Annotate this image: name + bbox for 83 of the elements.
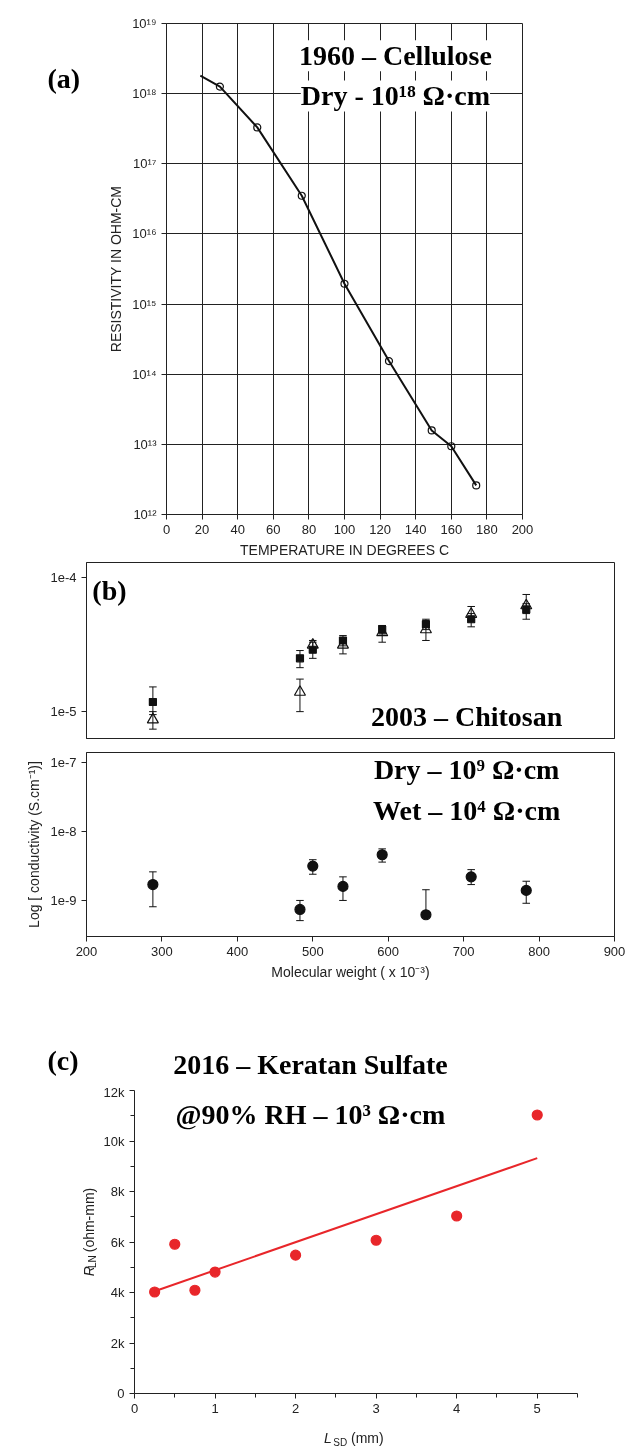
annotation: (b): [92, 574, 127, 606]
y-tick-label: 10¹⁷: [133, 156, 157, 172]
x-tick-label: 3: [372, 1400, 380, 1416]
y-tick-label: 1e-9: [50, 892, 77, 908]
x-tick-label: 60: [266, 521, 281, 537]
annotation: Dry - 10¹⁸ Ω·cm: [300, 80, 491, 112]
y-tick-label: 1e-5: [50, 704, 77, 720]
point: [520, 598, 533, 610]
y-tick-label: 10¹⁹: [132, 16, 157, 31]
point: [149, 1286, 161, 1298]
point: [146, 712, 159, 724]
y-axis-title: Log [ conductivity (S.cm⁻¹)]: [26, 761, 43, 928]
point: [294, 903, 306, 916]
annotation: 1960 – Cellulose: [298, 40, 492, 72]
x-tick-label: 500: [301, 943, 324, 959]
x-tick-label: 800: [528, 943, 550, 959]
x-tick-label: 300: [151, 943, 173, 959]
x-tick-label: 4: [453, 1400, 461, 1416]
x-tick-label: 400: [226, 943, 249, 959]
text: (c): [47, 1044, 79, 1076]
x-tick-label: 0: [162, 521, 171, 537]
y-axis-title: RESISTIVITY IN OHM-CM: [108, 186, 125, 353]
point: [340, 279, 349, 288]
y-tick-label: 1e-4: [50, 570, 77, 586]
x-tick-label: 700: [452, 943, 475, 959]
x-tick-label: 80: [301, 521, 317, 537]
point: [531, 1109, 543, 1121]
x-tick-label: 200: [75, 943, 98, 959]
point: [370, 1234, 382, 1246]
annotation: 2003 – Chitosan: [370, 701, 563, 733]
point: [295, 654, 305, 663]
point: [451, 1210, 463, 1222]
x-axis-title: Molecular weight ( x 10⁻³): [271, 963, 430, 980]
y-tick-label: 10¹⁶: [132, 226, 157, 242]
y-tick-label: 12k: [103, 1084, 125, 1100]
y-tick-label: 2k: [110, 1335, 125, 1351]
x-tick-label: 200: [511, 521, 534, 537]
point: [447, 442, 456, 451]
x-axis-title: TEMPERATURE IN DEGREES C: [240, 541, 450, 558]
point: [472, 481, 481, 490]
y-tick-label: 10¹⁵: [132, 296, 157, 312]
y-tick-label: 10¹⁸: [132, 86, 157, 102]
x-tick-label: 120: [369, 521, 391, 537]
y-tick-label: 8k: [110, 1184, 125, 1199]
x-tick-label: 180: [476, 521, 498, 537]
point: [148, 697, 157, 707]
point: [215, 82, 224, 91]
point: [337, 880, 349, 892]
point: [293, 685, 307, 696]
y-tick-label: 1e-7: [50, 755, 77, 771]
y-tick-label: 6k: [110, 1234, 125, 1250]
y-tick-label: 10¹³: [133, 436, 158, 452]
point: [384, 356, 394, 366]
y-tick-label: 1e-8: [50, 824, 77, 840]
y-tick-label: 10¹⁴: [132, 366, 157, 382]
x-tick-label: 5: [533, 1400, 541, 1416]
x-tick-label: 2: [291, 1400, 300, 1416]
annotation: @90% RH – 10³ Ω·cm: [175, 1098, 446, 1130]
point: [427, 426, 436, 435]
x-tick-label: 160: [440, 521, 463, 537]
x-tick-label: 100: [333, 521, 356, 537]
y-tick-label: 0: [117, 1386, 125, 1401]
annotation: Wet – 10⁴ Ω·cm: [373, 794, 561, 826]
x-tick-label: 900: [603, 943, 626, 959]
point: [169, 1238, 181, 1250]
x-tick-label: 600: [377, 943, 400, 959]
x-tick-label: 20: [194, 521, 210, 537]
y-tick-label: 10k: [103, 1133, 125, 1149]
annotation: Dry – 10⁹ Ω·cm: [373, 754, 560, 786]
point: [520, 884, 532, 896]
point: [289, 1249, 302, 1261]
y-tick-label: 10¹²: [133, 507, 158, 522]
text: (a): [47, 62, 81, 94]
point: [420, 909, 432, 921]
y-tick-label: 4k: [110, 1285, 125, 1300]
point: [189, 1284, 201, 1296]
x-tick-label: 140: [404, 521, 427, 537]
point: [297, 191, 306, 200]
x-tick-label: 40: [230, 521, 245, 537]
point: [253, 123, 262, 132]
x-tick-label: 1: [211, 1400, 219, 1416]
text: 2016 – Keratan Sulfate: [173, 1048, 448, 1080]
point: [147, 878, 159, 891]
